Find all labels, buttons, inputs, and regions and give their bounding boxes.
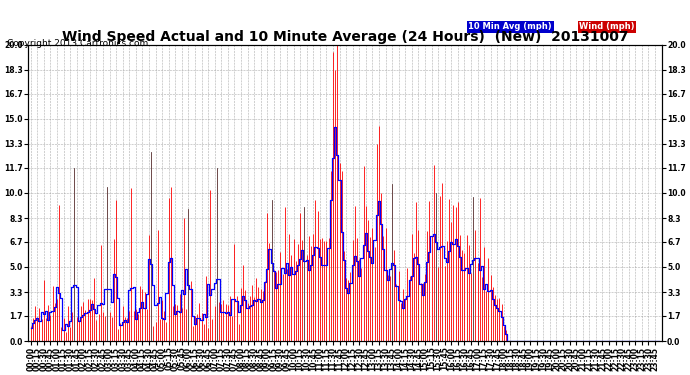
Text: Copyright 2013 Cartronics.com: Copyright 2013 Cartronics.com — [7, 39, 148, 48]
Title: Wind Speed Actual and 10 Minute Average (24 Hours)  (New)  20131007: Wind Speed Actual and 10 Minute Average … — [61, 30, 629, 44]
Text: Wind (mph): Wind (mph) — [579, 22, 635, 32]
Text: 10 Min Avg (mph): 10 Min Avg (mph) — [469, 22, 552, 32]
